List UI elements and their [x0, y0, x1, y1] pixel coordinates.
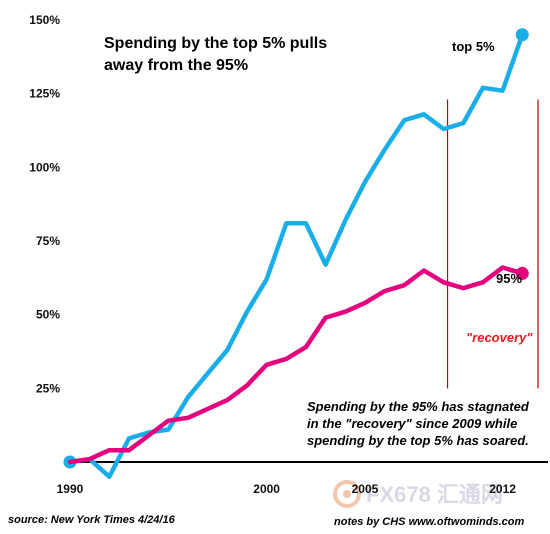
chart-text: Spending by the top 5% pulls away from th…: [8, 35, 533, 528]
watermark-text: FX678 汇通网: [366, 482, 503, 507]
chart-title-line: Spending by the top 5% pulls: [104, 35, 327, 52]
note-line: Spending by the 95% has stagnated: [307, 399, 530, 414]
y-tick-label: 100%: [29, 160, 60, 174]
y-tick-label: 75%: [36, 234, 60, 248]
series-lines: [63, 28, 529, 479]
series-label-95: 95%: [496, 271, 522, 286]
source-note: source: New York Times 4/24/16: [8, 514, 176, 526]
series-label-top-5: top 5%: [452, 39, 495, 54]
y-tick-label: 50%: [36, 308, 60, 322]
x-tick-label: 2005: [352, 482, 379, 496]
series-line-bottom-95: [67, 265, 525, 465]
x-tick-label: 1990: [57, 482, 84, 496]
axes: 25% 50% 75% 100% 125% 150% 1990 2000 2005 2012: [29, 13, 548, 496]
y-tick-label: 150%: [29, 13, 60, 27]
series-end-point: [515, 266, 529, 280]
series-line-top-5: [67, 32, 525, 479]
note-line: spending by the top 5% has soared.: [307, 433, 529, 448]
chart-title-line: away from the 95%: [104, 57, 248, 74]
recovery-annotation: "recovery": [466, 330, 533, 345]
x-tick-label: 2000: [253, 482, 280, 496]
author-note: notes by CHS www.oftwominds.com: [334, 516, 524, 528]
note-line: in the "recovery" since 2009 while: [307, 416, 517, 431]
recovery-period-lines: [446, 99, 539, 389]
y-tick-label: 25%: [36, 381, 60, 395]
watermark: FX678 汇通网: [333, 480, 503, 508]
watermark-logo: [333, 480, 361, 508]
x-tick-label: 2012: [489, 482, 516, 496]
y-tick-label: 125%: [29, 87, 60, 101]
series-end-point: [515, 28, 529, 42]
watermark-logo-dot: [343, 490, 351, 498]
